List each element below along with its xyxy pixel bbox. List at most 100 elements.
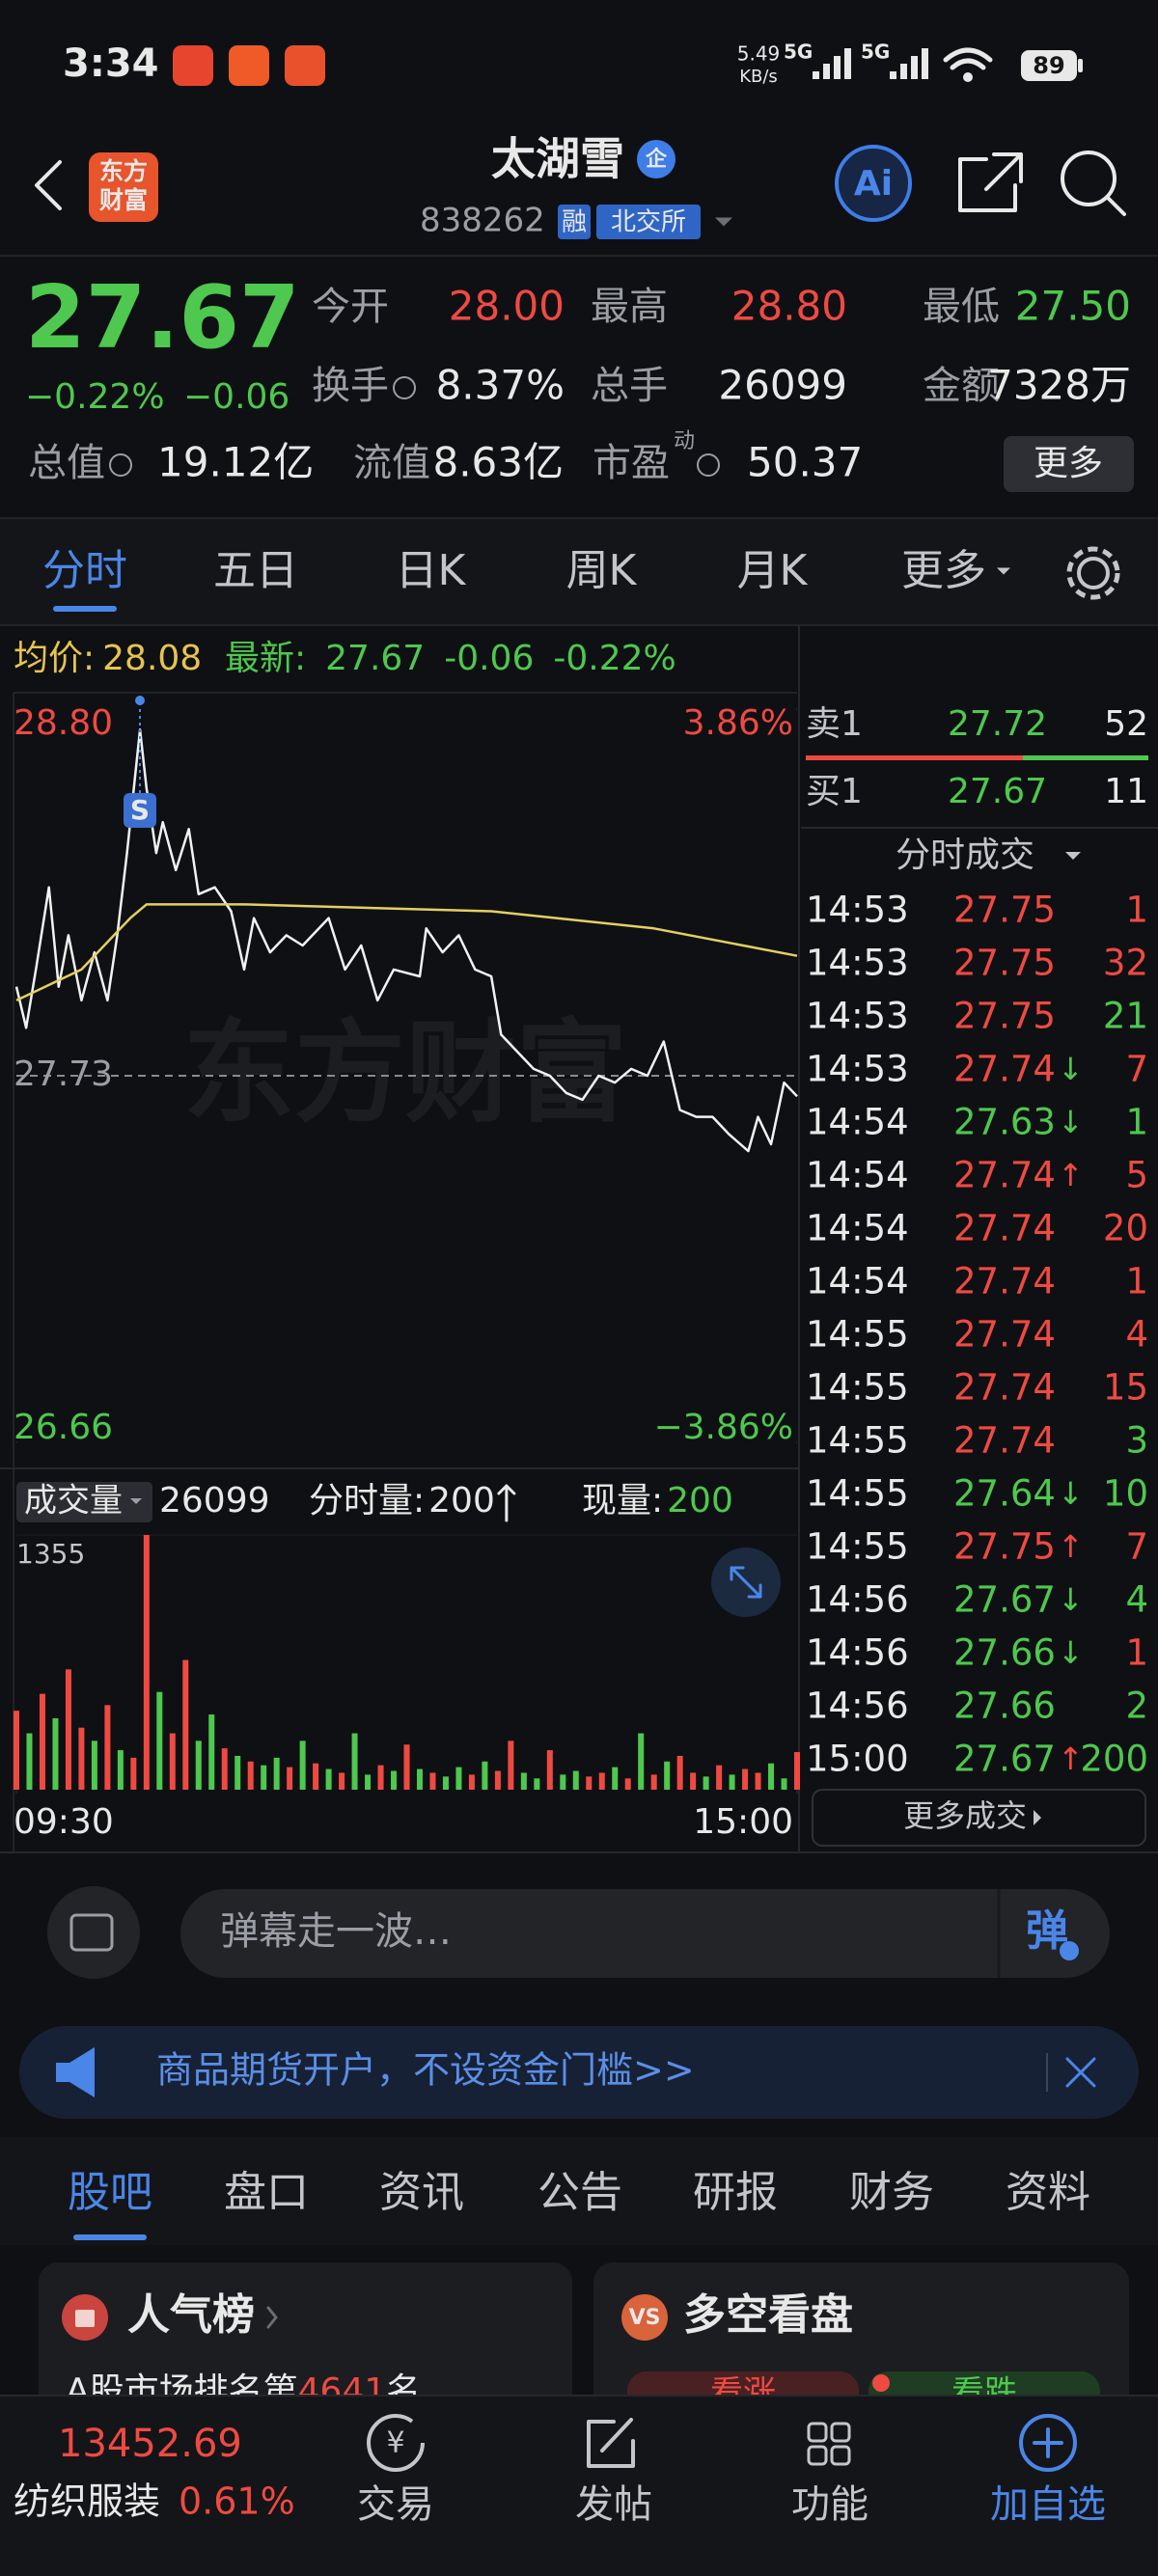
- x-tick-label: 15:00: [693, 1802, 793, 1842]
- dropdown: [997, 567, 1010, 575]
- trade-volume: 7: [1125, 1049, 1148, 1090]
- content-tab[interactable]: 研报: [693, 2168, 778, 2217]
- content-tab[interactable]: 资料: [1006, 2168, 1090, 2217]
- network-type: 5G: [784, 41, 813, 64]
- book-price: 27.67: [948, 772, 1047, 811]
- field-label: 最高: [591, 285, 668, 329]
- latest-change: -0.06: [444, 639, 534, 678]
- volume-bar: [78, 1727, 85, 1790]
- volume-bar: [287, 1767, 293, 1790]
- danmaku-toggle[interactable]: [47, 1886, 140, 1979]
- share-button[interactable]: [958, 152, 1023, 212]
- settings-button[interactable]: [1077, 557, 1110, 589]
- volume-bar: [313, 1763, 319, 1790]
- volume-bar: [143, 1535, 150, 1790]
- period-tab[interactable]: 周K: [566, 546, 638, 595]
- y2-tick-label: −3.86%: [653, 1408, 793, 1447]
- nav-item[interactable]: 发帖: [575, 2482, 652, 2527]
- avg-value: 28.08: [102, 639, 202, 678]
- avg-label: 均价:: [14, 639, 95, 678]
- trade-volume: 4: [1125, 1579, 1148, 1621]
- card-icon-text: VS: [629, 2306, 661, 2330]
- trade-arrow: ↓: [1058, 1634, 1084, 1671]
- nav-item[interactable]: 功能: [791, 2482, 868, 2527]
- volume-total: 26099: [159, 1481, 270, 1521]
- tag-bg: [558, 205, 591, 239]
- nav-item[interactable]: 交易: [357, 2482, 434, 2527]
- volume-selector[interactable]: [16, 1482, 152, 1522]
- field-value: 7328万: [987, 362, 1131, 409]
- trade-price: 27.74: [953, 1420, 1056, 1462]
- content-tab[interactable]: 盘口: [224, 2168, 309, 2217]
- back-button[interactable]: [35, 160, 62, 210]
- volume-bar: [91, 1740, 97, 1790]
- bottom-nav: [0, 2396, 1158, 2576]
- trade-volume: 2: [1125, 1685, 1148, 1727]
- field-label: 市盈: [593, 441, 670, 485]
- ai-button[interactable]: [835, 145, 912, 222]
- content-tab[interactable]: 财务: [849, 2168, 934, 2217]
- price-line: [14, 728, 798, 1153]
- book-label: 卖1: [806, 704, 863, 744]
- more-trades-button[interactable]: [812, 1789, 1146, 1847]
- volume-bar: [716, 1765, 723, 1790]
- volume-bar: [325, 1768, 332, 1790]
- volume-bar: [638, 1733, 645, 1790]
- field-value: 8.63亿: [432, 439, 564, 486]
- period-tab[interactable]: 分时: [42, 546, 127, 595]
- trade-volume: 7: [1125, 1526, 1148, 1568]
- trade-volume: 1: [1125, 1102, 1148, 1143]
- period-tab[interactable]: 日K: [396, 546, 467, 595]
- nav-item[interactable]: 加自选: [990, 2482, 1106, 2527]
- ai-label: Ai: [854, 164, 893, 204]
- tab-indicator: [73, 2234, 147, 2240]
- field-label: 最低: [923, 285, 1000, 329]
- period-tab[interactable]: 更多: [901, 546, 986, 595]
- tag: 北交所: [611, 208, 686, 237]
- volume-bar: [560, 1774, 566, 1790]
- ad-banner[interactable]: [19, 2026, 1139, 2119]
- volume-bar: [130, 1757, 137, 1790]
- book-price: 27.72: [948, 704, 1047, 744]
- content-tab[interactable]: 公告: [538, 2168, 622, 2217]
- net-speed-unit: KB/s: [739, 67, 778, 87]
- status-time: 3:34: [63, 41, 159, 86]
- more-button[interactable]: [1004, 436, 1134, 492]
- trade-arrow: ↑: [1058, 1528, 1084, 1565]
- trade-time: 14:55: [806, 1367, 909, 1409]
- send-check: [1060, 1941, 1079, 1960]
- divider: [0, 517, 1158, 519]
- period-tab[interactable]: 月K: [737, 546, 809, 595]
- trade-time: 14:56: [806, 1579, 909, 1621]
- trade-volume: 10: [1103, 1473, 1148, 1515]
- trade-time: 14:54: [806, 1102, 909, 1143]
- signal-bar: [922, 48, 928, 79]
- content-tab[interactable]: 资讯: [379, 2168, 464, 2217]
- book-volume: 11: [1104, 772, 1148, 811]
- nav-icon: [807, 2422, 828, 2443]
- dropdown: [715, 217, 732, 227]
- y-tick-label: 26.66: [14, 1408, 113, 1447]
- volume-bar: [52, 1717, 59, 1790]
- nav-icon: [807, 2445, 828, 2466]
- trade-price: 27.66: [953, 1632, 1056, 1674]
- ad-text: 商品期货开户，不设资金门槛>>: [156, 2049, 695, 2092]
- search-button[interactable]: [1061, 151, 1117, 206]
- comment-input[interactable]: [180, 1889, 1110, 1978]
- megaphone-icon: [56, 2047, 95, 2097]
- trade-volume: 21: [1103, 996, 1148, 1037]
- marker-dot: [135, 696, 145, 705]
- trade-price: 27.67: [953, 1739, 1056, 1780]
- period-tab[interactable]: 五日: [213, 546, 298, 595]
- content-tab-bar: [0, 2137, 1158, 2245]
- tab-bar: [0, 519, 1158, 625]
- card-title: 人气榜: [127, 2290, 255, 2340]
- content-tab[interactable]: 股吧: [68, 2168, 152, 2217]
- volume-bar: [416, 1768, 423, 1790]
- dropdown: [1065, 852, 1081, 860]
- close-button[interactable]: [1065, 2057, 1096, 2088]
- volume-bar: [429, 1772, 436, 1790]
- field-label: 今开: [312, 285, 389, 329]
- minute-volume-label: 分时量:: [309, 1481, 425, 1521]
- nav-icon: [830, 2422, 851, 2443]
